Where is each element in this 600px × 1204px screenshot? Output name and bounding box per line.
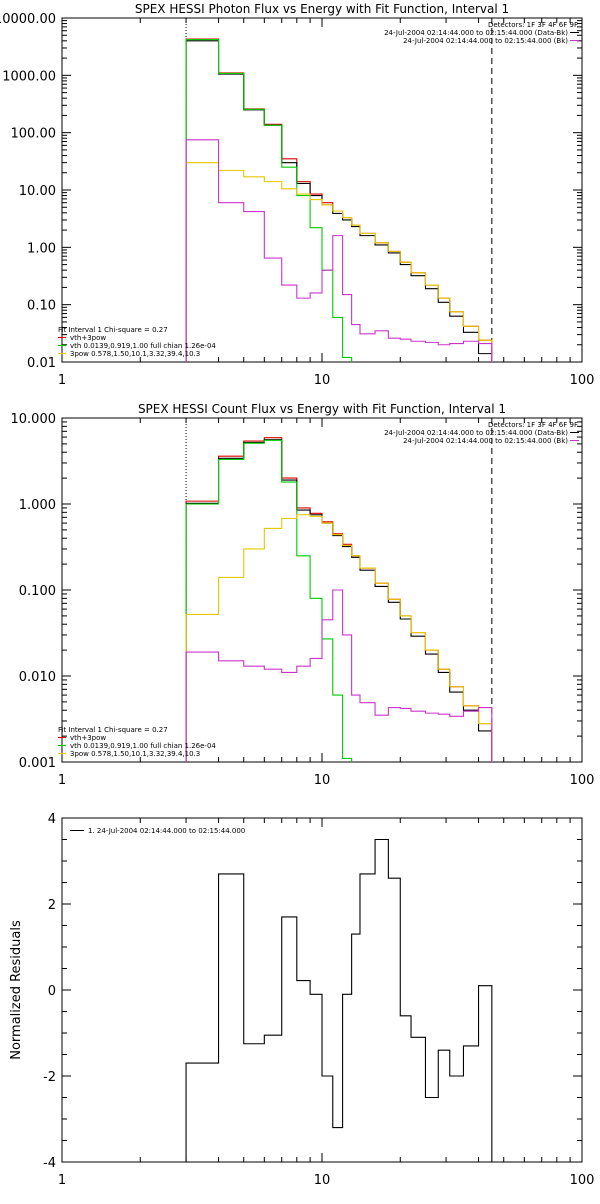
photon-flux-chart-panel: SPEX HESSI Photon Flux vs Energy with Fi…: [0, 0, 600, 400]
plot-frame: [61, 817, 583, 1163]
y-tick-label: -2: [43, 1070, 56, 1085]
legend-entry-text: Detectors: 1F 3F 4F 6F 9F: [488, 421, 578, 429]
photon-flux-chart: SPEX HESSI Photon Flux vs Energy with Fi…: [0, 2, 595, 388]
x-tick-label: 100: [570, 773, 595, 788]
chart-title: SPEX HESSI Count Flux vs Energy with Fit…: [138, 402, 506, 416]
series-line-1: [185, 439, 493, 762]
series-line-0: [185, 437, 493, 762]
y-tick-label: 100.00: [11, 127, 57, 142]
fit-legend-text: 3pow 0.578,1.50,10.1,3.32,39.4,10.3: [70, 750, 200, 758]
y-tick-label: 0: [48, 984, 56, 999]
series-line-2: [185, 39, 353, 362]
y-tick-label: 4: [48, 812, 56, 827]
fit-legend-text: vth+3pow: [70, 734, 106, 742]
y-tick-label: 10.000: [11, 412, 57, 427]
legend-entry-text: 24-Jul-2004 02:14:44.000 to 02:15:44.000…: [384, 429, 568, 437]
x-tick-label: 10: [314, 773, 331, 788]
residuals-chart-panel: 1 10 100 -4 -2 0 2 4 Normalized Residuals 1. 24-J…: [0, 800, 600, 1200]
series-line-1: [185, 40, 493, 362]
fit-legend-text: 3pow 0.578,1.50,10.1,3.32,39.4,10.3: [70, 350, 200, 358]
x-tick-label: 10: [314, 373, 331, 388]
series-line-2: [185, 439, 353, 762]
fit-legend-text: vth 0.0139,0.919,1.00 full chian 1.26e-0…: [70, 342, 216, 350]
legend-entry-text: 24-Jul-2004 02:14:44.000 to 02:15:44.000…: [384, 29, 568, 37]
fit-legend-header: Fit Interval 1 Chi-square = 0.27: [58, 326, 168, 334]
legend-entry-text: 24-Jul-2004 02:14:44.000 to 02:15:44.000…: [403, 437, 568, 445]
fit-legend-text: vth 0.0139,0.919,1.00 full chian 1.26e-0…: [70, 742, 216, 750]
y-tick-label: 10000.00: [0, 12, 56, 27]
y-tick-label: 1000.00: [2, 69, 56, 84]
legend-entry-text: Detectors: 1F 3F 4F 6F 9F: [488, 21, 578, 29]
series-line-3: [185, 514, 493, 762]
y-tick-label: 0.001: [19, 756, 56, 771]
count-flux-chart: SPEX HESSI Count Flux vs Energy with Fit…: [11, 402, 595, 788]
plot-frame: [61, 17, 583, 363]
series-line-4: [185, 139, 493, 362]
y-tick-label: 0.100: [19, 584, 56, 599]
series-line-3: [185, 162, 493, 362]
y-tick-label: -4: [43, 1156, 56, 1171]
x-tick-label: 1: [58, 773, 66, 788]
y-tick-label: 1.000: [19, 498, 56, 513]
series-line-0: [185, 838, 493, 1162]
x-tick-label: 10: [314, 1173, 331, 1188]
fit-legend-text: vth+3pow: [70, 334, 106, 342]
legend-entry-text: 1. 24-Jul-2004 02:14:44.000 to 02:15:44.…: [88, 827, 245, 835]
y-tick-label: 0.10: [27, 299, 56, 314]
y-tick-label: 10.00: [19, 184, 56, 199]
x-tick-label: 100: [570, 1173, 595, 1188]
series-line-0: [185, 38, 493, 362]
x-tick-label: 1: [58, 373, 66, 388]
count-flux-chart-panel: SPEX HESSI Count Flux vs Energy with Fit…: [0, 400, 600, 800]
normalized-residuals-chart: 1 10 100 -4 -2 0 2 4 Normalized Residuals 1. 24-J…: [9, 812, 595, 1188]
x-tick-label: 100: [570, 373, 595, 388]
y-axis-label: Normalized Residuals: [9, 920, 24, 1060]
fit-legend-header: Fit Interval 1 Chi-square = 0.27: [58, 726, 168, 734]
plot-frame: [61, 417, 583, 763]
y-tick-label: 2: [48, 898, 56, 913]
x-tick-label: 1: [58, 1173, 66, 1188]
y-tick-label: 0.01: [27, 356, 56, 371]
chart-title: SPEX HESSI Photon Flux vs Energy with Fi…: [135, 2, 509, 16]
y-tick-label: 1.00: [27, 241, 56, 256]
y-tick-label: 0.010: [19, 670, 56, 685]
series-line-4: [185, 589, 493, 762]
legend-entry-text: 24-Jul-2004 02:14:44.000 to 02:15:44.000…: [403, 37, 568, 45]
